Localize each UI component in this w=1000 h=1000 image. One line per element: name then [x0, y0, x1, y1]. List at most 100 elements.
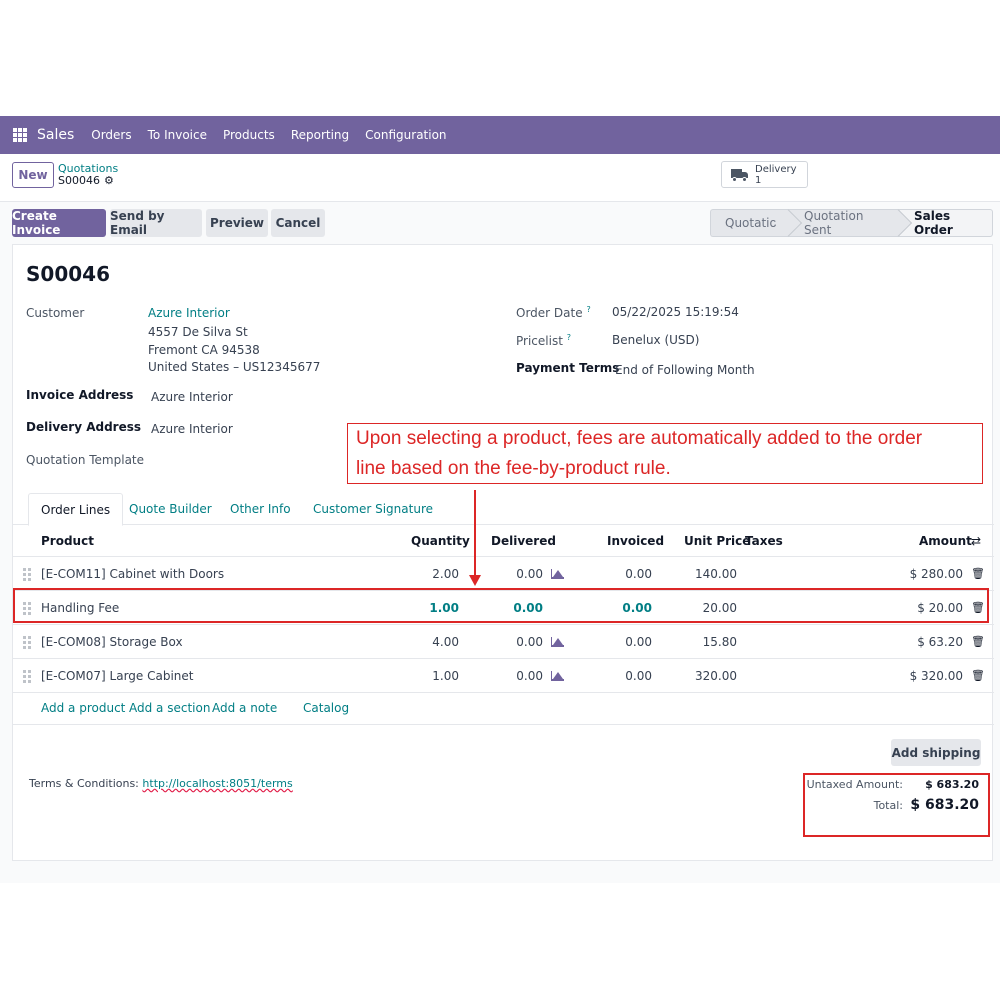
quotation-template-label: Quotation Template — [26, 453, 145, 467]
highlight-handling-fee-row — [13, 588, 989, 623]
order-date-help-icon[interactable]: ? — [586, 305, 591, 314]
pricelist-help-icon[interactable]: ? — [566, 333, 571, 342]
customer-address-line3: United States – US12345677 — [148, 360, 321, 374]
tab-order-lines[interactable]: Order Lines — [28, 493, 124, 526]
delivery-count: 1 — [755, 174, 762, 186]
create-invoice-button[interactable]: Create Invoice — [12, 209, 106, 237]
menu-products[interactable]: Products — [222, 128, 275, 142]
untaxed-amount-label: Untaxed Amount: — [806, 778, 903, 791]
row-quantity[interactable]: 2.00 — [432, 567, 459, 581]
drag-handle-icon[interactable] — [23, 568, 31, 581]
catalog-link[interactable]: Catalog — [303, 701, 350, 715]
forecast-chart-icon[interactable] — [551, 671, 564, 681]
add-section-link[interactable]: Add a section — [129, 701, 211, 715]
annotation-line2: line based on the fee-by-product rule. — [356, 458, 671, 479]
customer-name[interactable]: Azure Interior — [148, 306, 230, 320]
pricelist-field[interactable]: Benelux (USD) — [612, 333, 700, 347]
truck-icon — [731, 168, 749, 182]
trash-icon[interactable]: 🗑 — [971, 635, 985, 648]
top-navbar: Sales Orders To Invoice Products Reporti… — [0, 116, 1000, 154]
forecast-chart-icon[interactable] — [551, 569, 564, 579]
row-delivered[interactable]: 0.00 — [513, 601, 543, 615]
gear-icon[interactable]: ⚙ — [103, 174, 114, 187]
send-by-email-button[interactable]: Send by Email — [110, 209, 202, 237]
col-invoiced[interactable]: Invoiced — [607, 534, 665, 548]
table-row[interactable]: [E-COM07] Large Cabinet 1.00 0.00 0.00 3… — [13, 659, 994, 693]
col-product[interactable]: Product — [41, 534, 94, 548]
control-panel: New Quotations S00046 ⚙ Delivery 1 — [0, 154, 1000, 202]
preview-button[interactable]: Preview — [206, 209, 268, 237]
order-date-field[interactable]: 05/22/2025 15:19:54 — [612, 305, 739, 319]
stage-sales-order-label: Sales Order — [914, 209, 953, 237]
drag-handle-icon[interactable] — [23, 670, 31, 683]
add-product-link[interactable]: Add a product — [41, 701, 126, 715]
breadcrumb-quotations[interactable]: Quotations — [58, 162, 119, 175]
forecast-chart-icon[interactable] — [551, 637, 564, 647]
trash-icon[interactable]: 🗑 — [971, 601, 985, 614]
invoice-address-label: Invoice Address — [26, 388, 134, 402]
stage-quotation[interactable]: Quotation — [710, 208, 803, 238]
cancel-button[interactable]: Cancel — [271, 209, 325, 237]
action-bar: Create Invoice Send by Email Preview Can… — [0, 202, 1000, 244]
col-quantity[interactable]: Quantity — [411, 534, 470, 548]
customer-address-line1: 4557 De Silva St — [148, 325, 248, 339]
menu-reporting[interactable]: Reporting — [290, 128, 350, 142]
add-note-link[interactable]: Add a note — [212, 701, 278, 715]
stage-quotation-sent[interactable]: Quotation Sent — [790, 208, 913, 238]
stage-sales-order[interactable]: Sales Order — [900, 209, 993, 237]
customer-address-line2: Fremont CA 94538 — [148, 343, 260, 357]
terms-and-conditions: Terms & Conditions: http://localhost:805… — [29, 777, 293, 790]
drag-handle-icon[interactable] — [23, 636, 31, 649]
row-unit-price[interactable]: 15.80 — [702, 635, 737, 649]
row-delivered[interactable]: 0.00 — [516, 567, 543, 581]
table-row[interactable]: [E-COM11] Cabinet with Doors 2.00 0.00 0… — [13, 557, 994, 591]
highlight-totals — [803, 773, 990, 837]
row-delivered[interactable]: 0.00 — [516, 669, 543, 683]
row-amount: $ 280.00 — [909, 567, 963, 581]
menu-orders[interactable]: Orders — [91, 128, 132, 142]
col-unit-price[interactable]: Unit Price — [684, 534, 751, 548]
new-button[interactable]: New — [12, 162, 54, 188]
menu-to-invoice[interactable]: To Invoice — [147, 128, 207, 142]
app-name[interactable]: Sales — [37, 127, 75, 143]
row-quantity[interactable]: 1.00 — [432, 669, 459, 683]
optional-columns-icon[interactable]: ⇄ — [971, 534, 982, 548]
col-taxes[interactable]: Taxes — [745, 534, 783, 548]
add-shipping-button[interactable]: Add shipping — [891, 739, 981, 766]
payment-terms-field[interactable]: End of Following Month — [615, 363, 755, 377]
row-unit-price[interactable]: 320.00 — [695, 669, 737, 683]
order-date-label: Order Date ? — [516, 305, 591, 320]
pricelist-label: Pricelist ? — [516, 333, 571, 348]
row-unit-price[interactable]: 140.00 — [695, 567, 737, 581]
trash-icon[interactable]: 🗑 — [971, 669, 985, 682]
delivery-address-label: Delivery Address — [26, 420, 142, 434]
terms-link[interactable]: http://localhost:8051/terms — [142, 777, 293, 790]
row-product[interactable]: [E-COM08] Storage Box — [41, 635, 183, 649]
delivery-smart-button[interactable]: Delivery 1 — [721, 161, 808, 188]
row-product[interactable]: Handling Fee — [41, 601, 120, 615]
tab-other-info[interactable]: Other Info — [230, 502, 291, 516]
trash-icon[interactable]: 🗑 — [971, 567, 985, 580]
apps-grid-icon[interactable] — [13, 128, 27, 142]
add-line-links: Add a product Add a section Add a note C… — [13, 691, 994, 725]
drag-handle-icon[interactable] — [23, 602, 31, 615]
tab-quote-builder[interactable]: Quote Builder — [129, 502, 212, 516]
row-quantity[interactable]: 4.00 — [432, 635, 459, 649]
table-row[interactable]: [E-COM08] Storage Box 4.00 0.00 0.00 15.… — [13, 625, 994, 659]
row-invoiced: 0.00 — [625, 567, 652, 581]
menu-configuration[interactable]: Configuration — [365, 128, 447, 142]
col-delivered[interactable]: Delivered — [491, 534, 556, 548]
invoice-address-field[interactable]: Azure Interior — [151, 390, 233, 404]
untaxed-amount-value: $ 683.20 — [925, 778, 979, 791]
annotation-arrow-head-icon — [469, 575, 481, 586]
row-quantity[interactable]: 1.00 — [429, 601, 459, 615]
row-delivered[interactable]: 0.00 — [516, 635, 543, 649]
row-product[interactable]: [E-COM07] Large Cabinet — [41, 669, 194, 683]
row-product[interactable]: [E-COM11] Cabinet with Doors — [41, 567, 225, 581]
col-amount[interactable]: Amount — [919, 534, 972, 548]
row-unit-price[interactable]: 20.00 — [702, 601, 737, 615]
tab-customer-signature[interactable]: Customer Signature — [313, 502, 433, 516]
stage-quotation-label: Quotation — [725, 216, 785, 230]
table-row-handling-fee[interactable]: Handling Fee 1.00 0.00 0.00 20.00 $ 20.0… — [13, 591, 994, 625]
delivery-address-field[interactable]: Azure Interior — [151, 422, 233, 436]
